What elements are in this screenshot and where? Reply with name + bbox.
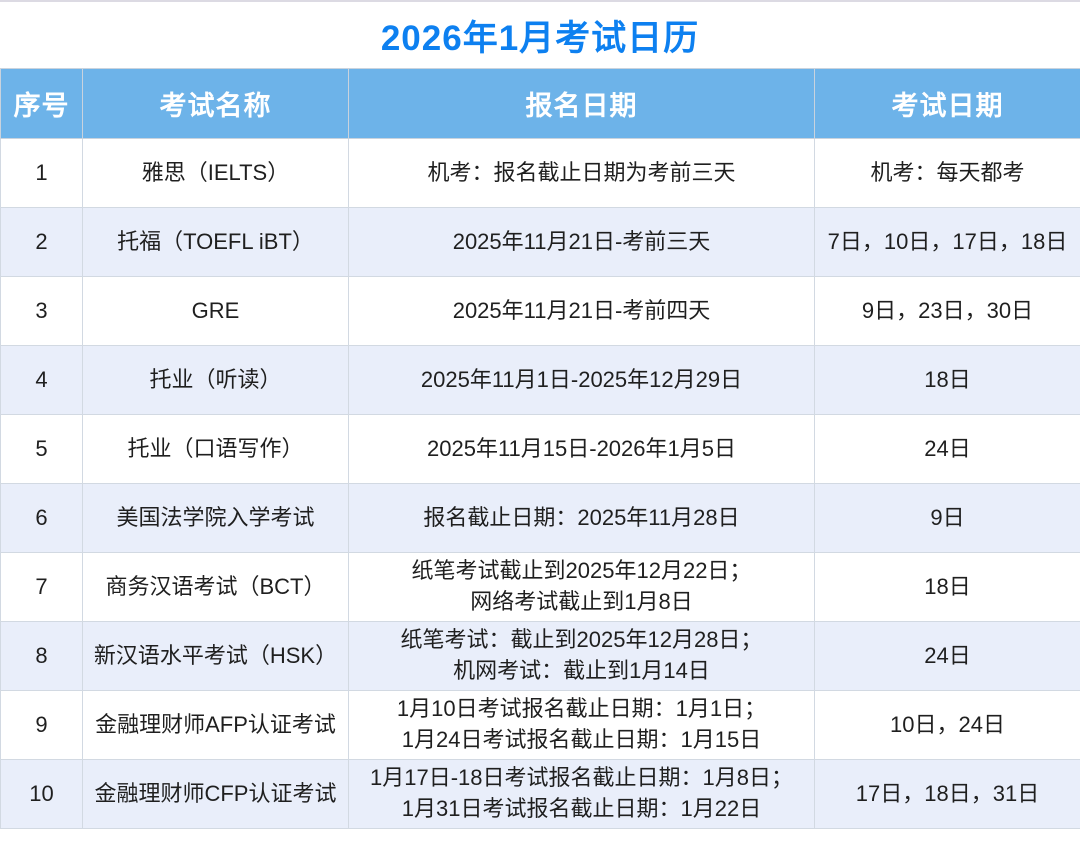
cell-no: 9 — [0, 690, 83, 760]
table-header: 序号 考试名称 报名日期 考试日期 — [0, 68, 1080, 139]
table-row: 8 新汉语水平考试（HSK） 纸笔考试：截止到2025年12月28日； 机网考试… — [0, 621, 1080, 691]
cell-exam-date: 24日 — [814, 414, 1080, 484]
cell-exam-name: 新汉语水平考试（HSK） — [82, 621, 349, 691]
col-header-exam-date: 考试日期 — [814, 68, 1080, 139]
cell-no: 1 — [0, 138, 83, 208]
cell-registration-date: 2025年11月21日-考前三天 — [348, 207, 815, 277]
cell-exam-name: 雅思（IELTS） — [82, 138, 349, 208]
cell-registration-date: 1月10日考试报名截止日期：1月1日； 1月24日考试报名截止日期：1月15日 — [348, 690, 815, 760]
cell-registration-date: 纸笔考试截止到2025年12月22日； 网络考试截止到1月8日 — [348, 552, 815, 622]
cell-registration-date: 2025年11月15日-2026年1月5日 — [348, 414, 815, 484]
cell-no: 8 — [0, 621, 83, 691]
table-row: 9 金融理财师AFP认证考试 1月10日考试报名截止日期：1月1日； 1月24日… — [0, 690, 1080, 760]
cell-no: 2 — [0, 207, 83, 277]
table-body: 1 雅思（IELTS） 机考：报名截止日期为考前三天 机考：每天都考 2 托福（… — [0, 138, 1080, 829]
cell-no: 7 — [0, 552, 83, 622]
cell-exam-date: 机考：每天都考 — [814, 138, 1080, 208]
cell-registration-date: 纸笔考试：截止到2025年12月28日； 机网考试：截止到1月14日 — [348, 621, 815, 691]
col-header-index: 序号 — [0, 68, 83, 139]
col-header-exam-name: 考试名称 — [82, 68, 349, 139]
table-row: 7 商务汉语考试（BCT） 纸笔考试截止到2025年12月22日； 网络考试截止… — [0, 552, 1080, 622]
cell-registration-date: 1月17日-18日考试报名截止日期：1月8日； 1月31日考试报名截止日期：1月… — [348, 759, 815, 829]
col-header-registration-date: 报名日期 — [348, 68, 815, 139]
cell-no: 3 — [0, 276, 83, 346]
cell-exam-date: 18日 — [814, 345, 1080, 415]
cell-exam-name: 金融理财师CFP认证考试 — [82, 759, 349, 829]
cell-registration-date: 机考：报名截止日期为考前三天 — [348, 138, 815, 208]
cell-exam-date: 9日，23日，30日 — [814, 276, 1080, 346]
cell-exam-date: 17日，18日，31日 — [814, 759, 1080, 829]
cell-registration-date: 2025年11月21日-考前四天 — [348, 276, 815, 346]
cell-exam-date: 9日 — [814, 483, 1080, 553]
cell-no: 6 — [0, 483, 83, 553]
table-row: 4 托业（听读） 2025年11月1日-2025年12月29日 18日 — [0, 345, 1080, 415]
cell-no: 5 — [0, 414, 83, 484]
cell-no: 10 — [0, 759, 83, 829]
cell-exam-date: 7日，10日，17日，18日 — [814, 207, 1080, 277]
cell-no: 4 — [0, 345, 83, 415]
header-row: 序号 考试名称 报名日期 考试日期 — [0, 68, 1080, 139]
table-row: 5 托业（口语写作） 2025年11月15日-2026年1月5日 24日 — [0, 414, 1080, 484]
cell-registration-date: 2025年11月1日-2025年12月29日 — [348, 345, 815, 415]
exam-calendar-table: 序号 考试名称 报名日期 考试日期 1 雅思（IELTS） 机考：报名截止日期为… — [0, 68, 1080, 829]
page-title: 2026年1月考试日历 — [380, 18, 700, 58]
cell-exam-name: 托福（TOEFL iBT） — [82, 207, 349, 277]
cell-exam-name: GRE — [82, 276, 349, 346]
cell-exam-name: 商务汉语考试（BCT） — [82, 552, 349, 622]
cell-exam-date: 10日，24日 — [814, 690, 1080, 760]
table-row: 10 金融理财师CFP认证考试 1月17日-18日考试报名截止日期：1月8日； … — [0, 759, 1080, 829]
table-row: 6 美国法学院入学考试 报名截止日期：2025年11月28日 9日 — [0, 483, 1080, 553]
table-row: 2 托福（TOEFL iBT） 2025年11月21日-考前三天 7日，10日，… — [0, 207, 1080, 277]
cell-exam-name: 托业（口语写作） — [82, 414, 349, 484]
cell-exam-date: 18日 — [814, 552, 1080, 622]
table-row: 3 GRE 2025年11月21日-考前四天 9日，23日，30日 — [0, 276, 1080, 346]
cell-exam-date: 24日 — [814, 621, 1080, 691]
table-row: 1 雅思（IELTS） 机考：报名截止日期为考前三天 机考：每天都考 — [0, 138, 1080, 208]
cell-exam-name: 金融理财师AFP认证考试 — [82, 690, 349, 760]
cell-exam-name: 美国法学院入学考试 — [82, 483, 349, 553]
cell-registration-date: 报名截止日期：2025年11月28日 — [348, 483, 815, 553]
cell-exam-name: 托业（听读） — [82, 345, 349, 415]
